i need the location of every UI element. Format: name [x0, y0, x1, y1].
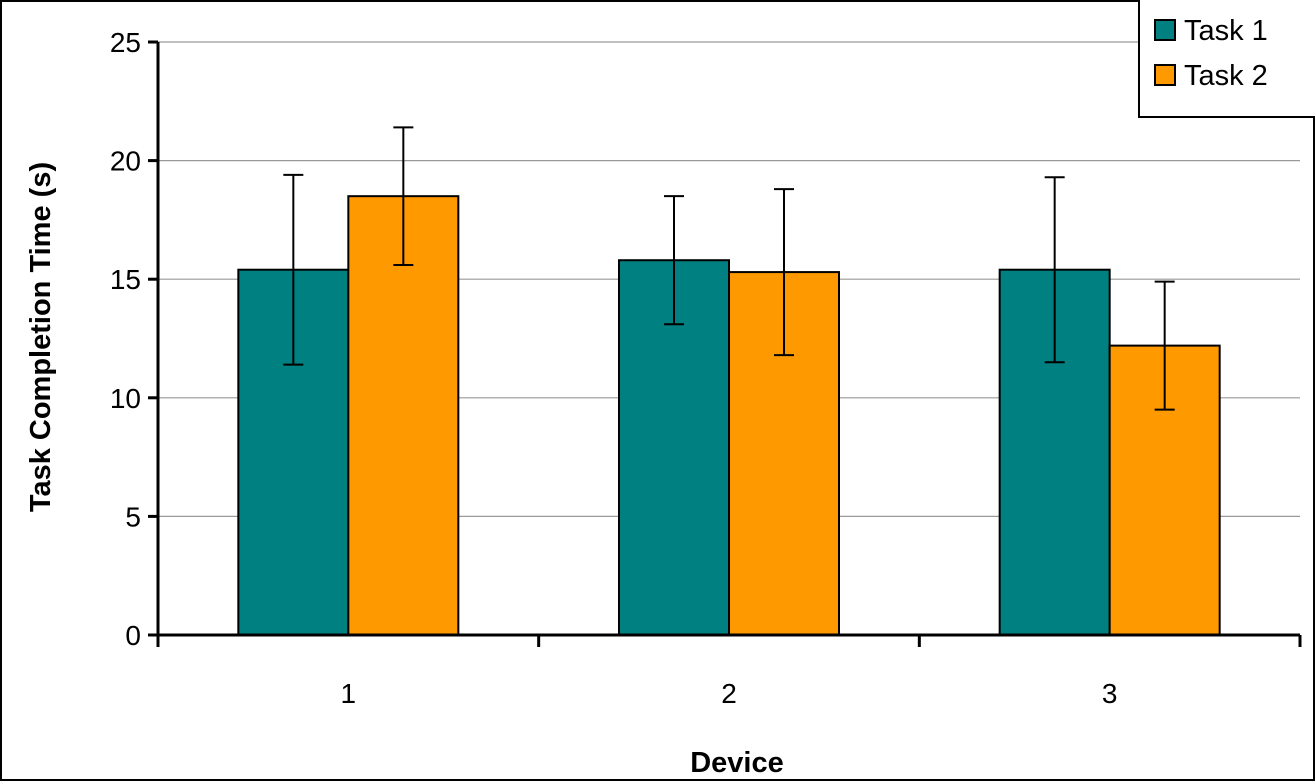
axes-group [148, 40, 1302, 647]
error-bar [283, 173, 304, 366]
y-tick-label: 15 [110, 264, 141, 295]
x-tick-label: 1 [341, 678, 357, 709]
error-bar [393, 126, 414, 266]
y-tick-label: 0 [125, 620, 141, 651]
y-tick-labels: 0 5 10 15 20 25 [110, 27, 141, 651]
bars-group [237, 195, 1221, 636]
error-bars-group [283, 126, 1175, 411]
x-tick-label: 3 [1102, 678, 1118, 709]
y-tick-label: 20 [110, 146, 141, 177]
y-tick-label: 10 [110, 383, 141, 414]
error-bar [1154, 280, 1175, 411]
x-tick-labels: 1 2 3 [341, 678, 1118, 709]
legend-swatch [1154, 19, 1176, 41]
y-axis-title: Task Completion Time (s) [25, 162, 57, 512]
x-tick-label: 2 [721, 678, 737, 709]
y-tick-label: 25 [110, 27, 141, 58]
legend-label: Task 1 [1184, 15, 1268, 47]
error-bar [664, 195, 684, 326]
legend: Task 1 Task 2 [1138, 0, 1315, 118]
error-bar [774, 188, 794, 357]
error-bar [1044, 176, 1065, 364]
legend-swatch [1154, 64, 1176, 86]
y-tick-label: 5 [125, 501, 141, 532]
x-axis-title: Device [690, 747, 784, 779]
legend-label: Task 2 [1184, 60, 1268, 92]
